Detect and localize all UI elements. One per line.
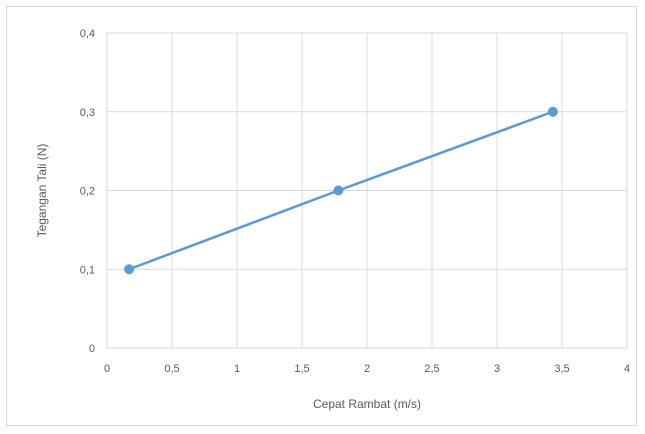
y-tick-label: 0,3 <box>80 107 95 119</box>
data-point <box>124 264 135 275</box>
y-axis-label: Tegangan Tali (N) <box>35 144 49 238</box>
y-tick-label: 0,4 <box>80 28 95 40</box>
grid <box>106 32 628 349</box>
x-tick-label: 3 <box>494 363 500 375</box>
x-tick-label: 0 <box>104 363 110 375</box>
x-tick-label: 4 <box>624 363 630 375</box>
x-tick-label: 3,5 <box>554 363 569 375</box>
data-point <box>547 106 558 117</box>
data-point <box>333 185 344 196</box>
x-tick-label: 1 <box>234 363 240 375</box>
y-tick-label: 0,2 <box>80 186 95 198</box>
x-tick-label: 0,5 <box>164 363 179 375</box>
x-tick-label: 2,5 <box>424 363 439 375</box>
series-group <box>124 106 558 275</box>
tick-labels: 0 0,5 1 1,5 2 2,5 3 3,5 4 0 0,1 0,2 0,3 0,4 <box>80 28 630 375</box>
y-tick-label: 0 <box>89 343 95 355</box>
y-tick-label: 0,1 <box>80 264 95 276</box>
x-axis-label: Cepat Rambat (m/s) <box>313 397 421 411</box>
x-tick-label: 2 <box>364 363 370 375</box>
chart-frame <box>6 6 637 426</box>
x-tick-label: 1,5 <box>294 363 309 375</box>
